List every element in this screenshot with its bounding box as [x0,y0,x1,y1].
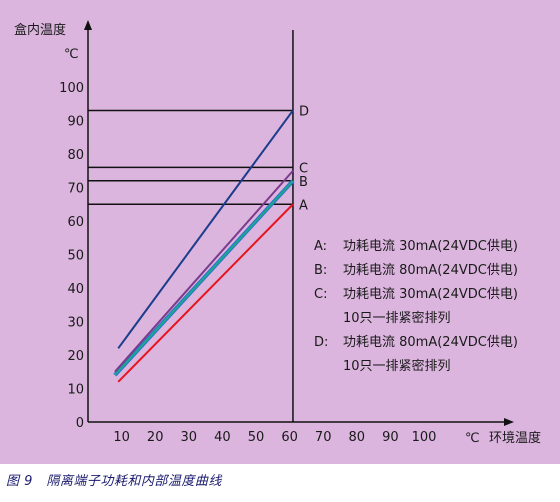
x-tick-label: 20 [147,430,164,445]
x-tick-label: 10 [113,430,130,445]
x-tick-label: 50 [248,430,265,445]
x-axis-unit: ℃ [465,431,480,446]
reference-label-d: D [299,104,309,119]
y-tick-label: 80 [67,148,84,163]
series-line-b [114,180,294,376]
series-line-d [117,109,294,349]
y-tick-label: 0 [76,416,84,431]
legend-text: 10只一排紧密排列 [343,358,451,374]
y-tick-label: 100 [59,81,84,96]
legend-text: 功耗电流 80mA(24VDC供电) [343,263,518,278]
y-tick-label: 20 [67,349,84,364]
x-tick-label: 60 [281,430,298,445]
legend-text: 功耗电流 30mA(24VDC供电) [343,239,518,254]
figure-caption: 图 9 隔离端子功耗和内部温度曲线 [6,474,222,489]
reference-label-b: B [299,175,308,190]
y-tick-label: 60 [67,215,84,230]
y-axis-unit: ℃ [64,47,79,62]
x-tick-label: 70 [315,430,332,445]
y-tick-label: 10 [67,383,84,398]
x-tick-label: 90 [382,430,399,445]
y-tick-label: 90 [67,115,84,130]
x-axis-label: 环境温度 [489,430,541,446]
legend-text: 功耗电流 30mA(24VDC供电) [343,287,518,302]
legend-key: A: [314,239,327,254]
x-tick-label: 40 [214,430,231,445]
y-tick-label: 70 [67,182,84,197]
temperature-chart: 盒内温度 ℃ ℃ 环境温度 0 10 20 30 40 50 60 70 80 90 100 10 20 30 40… [14,20,541,446]
x-tick-label: 80 [349,430,366,445]
y-axis-arrow [84,20,92,30]
y-tick-label: 30 [67,316,84,331]
y-axis-label: 盒内温度 [14,22,66,38]
legend-key: C: [314,287,327,302]
x-tick-label: 30 [181,430,198,445]
legend-text: 功耗电流 80mA(24VDC供电) [343,335,518,350]
chart-area: 盒内温度 ℃ ℃ 环境温度 0 10 20 30 40 50 60 70 80 90 100 10 20 30 40… [0,0,560,464]
y-tick-label: 50 [67,249,84,264]
legend-key: D: [314,335,328,350]
legend-text: 10只一排紧密排列 [343,310,451,326]
x-tick-label: 100 [412,430,437,445]
reference-label-a: A [299,198,308,213]
reference-label-c: C [299,161,308,176]
legend-key: B: [314,263,327,278]
x-axis-arrow [504,418,514,426]
series-line-a [117,203,294,383]
series-line-c [114,170,294,373]
y-tick-label: 40 [67,282,84,297]
